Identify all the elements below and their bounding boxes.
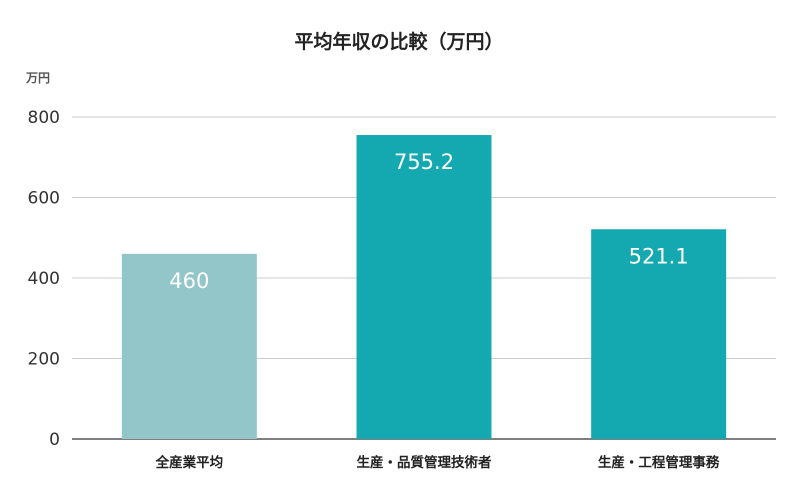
x-tick-labels: 全産業平均 生産・品質管理技術者 生産・工程管理事務 [155,454,720,471]
chart-title: 平均年収の比較（万円） [294,30,503,53]
x-tick-label: 生産・工程管理事務 [598,454,720,471]
data-labels: 460 755.2 521.1 [169,150,688,293]
bar [121,253,257,439]
bars [121,135,727,440]
x-tick-label: 全産業平均 [155,454,224,471]
data-label: 755.2 [394,150,454,174]
y-axis-unit-label: 万円 [25,71,50,85]
data-label: 460 [169,269,209,293]
bar [591,229,727,439]
y-tick-label: 0 [49,430,60,450]
data-label: 521.1 [629,244,689,268]
y-tick-labels: 0 200 400 600 800 [28,108,60,450]
bar [356,135,492,440]
y-tick-label: 800 [28,108,60,128]
y-tick-label: 200 [28,350,60,370]
y-tick-label: 600 [28,189,60,209]
y-tick-label: 400 [28,269,60,289]
x-tick-label: 生産・品質管理技術者 [357,454,492,471]
